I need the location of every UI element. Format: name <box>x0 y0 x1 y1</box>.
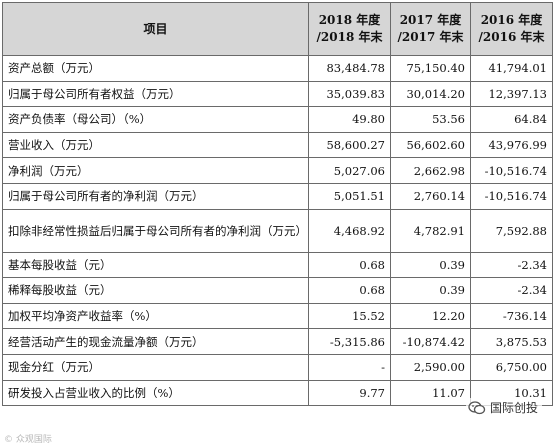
table-header-row: 项目 2018 年度/2018 年末 2017 年度/2017 年末 2016 … <box>2 2 553 56</box>
row-label: 归属于母公司所有者权益（万元） <box>2 80 309 108</box>
row-value: 56,602.60 <box>390 131 471 159</box>
watermark-right-text: 国际创投 <box>489 401 538 415</box>
row-value: -736.14 <box>470 302 553 330</box>
table-row: 资产负债率（母公司）（%） 49.80 53.56 64.84 <box>2 106 553 133</box>
row-value: 2,590.00 <box>390 353 471 381</box>
row-value: 4,468.92 <box>308 208 391 253</box>
row-value: 41,794.01 <box>470 55 553 82</box>
row-label: 归属于母公司所有者的净利润（万元） <box>2 182 309 210</box>
header-line: 2017 年度 <box>399 13 462 27</box>
table-row: 资产总额（万元） 83,484.78 75,150.40 41,794.01 <box>2 55 553 82</box>
table-row: 净利润（万元） 5,027.06 2,662.98 -10,516.74 <box>2 157 553 184</box>
row-value: 0.68 <box>308 277 391 304</box>
row-value: 2,760.14 <box>390 182 471 210</box>
row-value: -10,516.74 <box>470 182 553 210</box>
watermark-left: © 众观国际 <box>4 435 52 445</box>
row-value: -2.34 <box>470 251 553 279</box>
financial-summary-table: 项目 2018 年度/2018 年末 2017 年度/2017 年末 2016 … <box>2 2 553 407</box>
header-2016: 2016 年度/2016 年末 <box>470 2 553 56</box>
row-value: 2,662.98 <box>390 157 471 184</box>
row-label: 经营活动产生的现金流量净额（万元） <box>2 328 309 355</box>
row-value: 35,039.83 <box>308 80 391 108</box>
row-value: 6,750.00 <box>470 353 553 381</box>
row-value: 3,875.53 <box>470 328 553 355</box>
row-value: 0.39 <box>390 251 471 279</box>
table-row: 扣除非经常性损益后归属于母公司所有者的净利润（万元） 4,468.92 4,782.… <box>2 208 553 253</box>
row-label: 资产总额（万元） <box>2 55 309 82</box>
row-label: 营业收入（万元） <box>2 131 309 159</box>
row-label: 现金分红（万元） <box>2 353 309 381</box>
table-row: 营业收入（万元） 58,600.27 56,602.60 43,976.99 <box>2 131 553 159</box>
header-2017: 2017 年度/2017 年末 <box>390 2 471 56</box>
table-row: 研发投入占营业收入的比例（%） 9.77 11.07 10.31 <box>2 379 553 407</box>
table-row: 现金分红（万元） -2,590.00 6,750.00 <box>2 353 553 381</box>
row-value: 5,051.51 <box>308 182 391 210</box>
header-line: /2018 年末 <box>316 30 383 44</box>
row-label: 资产负债率（母公司）（%） <box>2 106 309 133</box>
table-row: 经营活动产生的现金流量净额（万元） -5,315.86 -10,874.42 3,87… <box>2 328 553 355</box>
table-row: 基本每股收益（元） 0.68 0.39 -2.34 <box>2 251 553 279</box>
row-value: -10,874.42 <box>390 328 471 355</box>
table-row: 归属于母公司所有者权益（万元） 35,039.83 30,014.20 12,397.… <box>2 80 553 108</box>
table-body: 资产总额（万元） 83,484.78 75,150.40 41,794.01 归属于母公… <box>2 55 553 407</box>
row-value: 49.80 <box>308 106 391 133</box>
row-value: 53.56 <box>390 106 471 133</box>
table-row: 稀释每股收益（元） 0.68 0.39 -2.34 <box>2 277 553 304</box>
header-2018: 2018 年度/2018 年末 <box>308 2 391 56</box>
row-value: 30,014.20 <box>390 80 471 108</box>
row-value: - <box>308 353 391 381</box>
row-value: 5,027.06 <box>308 157 391 184</box>
row-value: 0.68 <box>308 251 391 279</box>
row-label: 加权平均净资产收益率（%） <box>2 302 309 330</box>
row-value: 0.39 <box>390 277 471 304</box>
header-line: 2018 年度 <box>318 13 381 27</box>
row-value: 15.52 <box>308 302 391 330</box>
wechat-icon <box>468 400 486 416</box>
table-row: 加权平均净资产收益率（%） 15.52 12.20 -736.14 <box>2 302 553 330</box>
row-label: 稀释每股收益（元） <box>2 277 309 304</box>
header-line: /2016 年末 <box>478 30 545 44</box>
watermark-right: 国际创投 <box>465 398 542 417</box>
row-value: -5,315.86 <box>308 328 391 355</box>
header-line: 2016 年度 <box>480 13 543 27</box>
row-value: 43,976.99 <box>470 131 553 159</box>
row-value: 4,782.91 <box>390 208 471 253</box>
row-label: 净利润（万元） <box>2 157 309 184</box>
row-value: 7,592.88 <box>470 208 553 253</box>
header-item: 项目 <box>2 2 309 56</box>
row-value: -10,516.74 <box>470 157 553 184</box>
row-value: -2.34 <box>470 277 553 304</box>
table-row: 归属于母公司所有者的净利润（万元） 5,051.51 2,760.14 -10,516… <box>2 182 553 210</box>
header-line: /2017 年末 <box>397 30 464 44</box>
row-label: 扣除非经常性损益后归属于母公司所有者的净利润（万元） <box>2 208 309 253</box>
row-label: 基本每股收益（元） <box>2 251 309 279</box>
row-value: 75,150.40 <box>390 55 471 82</box>
row-value: 58,600.27 <box>308 131 391 159</box>
row-value: 12,397.13 <box>470 80 553 108</box>
row-value: 11.07 <box>390 379 471 407</box>
row-value: 64.84 <box>470 106 553 133</box>
row-value: 83,484.78 <box>308 55 391 82</box>
row-value: 9.77 <box>308 379 391 407</box>
row-label: 研发投入占营业收入的比例（%） <box>2 379 309 407</box>
row-value: 12.20 <box>390 302 471 330</box>
